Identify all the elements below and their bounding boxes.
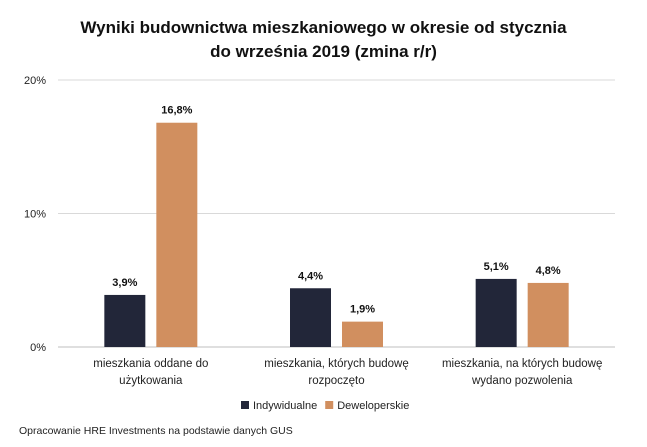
legend-swatch [241, 401, 249, 409]
bar [475, 278, 517, 347]
data-label: 16,8% [161, 105, 192, 117]
bar [156, 122, 198, 347]
source-note: Opracowanie HRE Investments na podstawie… [19, 425, 293, 437]
x-tick-label: użytkowania [119, 375, 183, 387]
bar [342, 321, 383, 347]
data-label: 4,4% [298, 270, 323, 282]
bar [104, 294, 146, 347]
data-label: 1,9% [350, 304, 375, 316]
y-tick-label: 0% [30, 342, 46, 354]
chart-title-line-2: do września 2019 (zmina r/r) [210, 42, 437, 61]
x-tick-label: mieszkania oddane do [93, 358, 208, 370]
data-label: 3,9% [112, 277, 137, 289]
chart-title: Wyniki budownictwa mieszkaniowego w okre… [0, 16, 647, 64]
x-tick-label: wydano pozwolenia [471, 375, 573, 387]
legend-swatch [325, 401, 334, 409]
bar [527, 282, 569, 347]
bar [290, 288, 331, 347]
legend-label: Deweloperskie [337, 400, 409, 412]
data-label: 4,8% [536, 265, 561, 277]
x-tick-label: rozpoczęto [308, 375, 364, 387]
legend-label: Indywidualne [253, 400, 317, 412]
y-tick-label: 10% [24, 209, 46, 221]
x-tick-label: mieszkania, których budowę [264, 358, 408, 370]
x-tick-label: mieszkania, na których budowę [442, 358, 602, 370]
data-label: 5,1% [484, 261, 509, 273]
y-tick-label: 20% [24, 75, 46, 87]
chart-title-line-1: Wyniki budownictwa mieszkaniowego w okre… [80, 18, 567, 37]
